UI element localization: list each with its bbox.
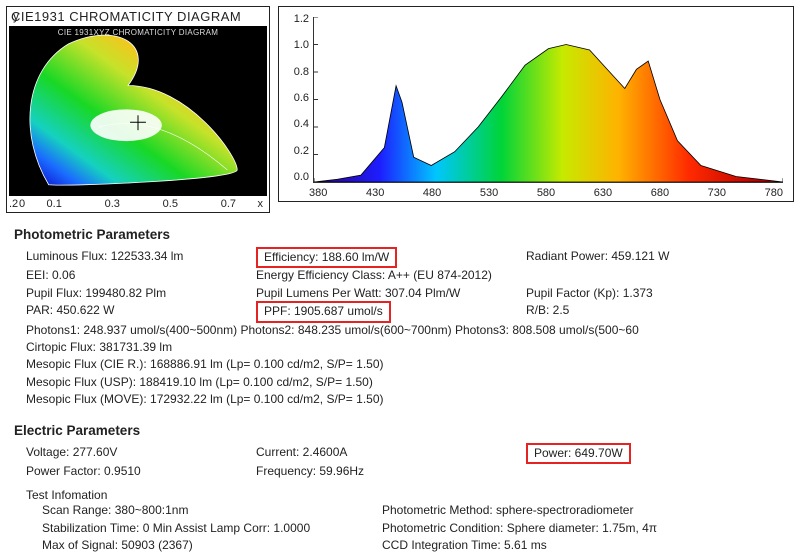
cie-title: CIE1931 CHROMATICITY DIAGRAM xyxy=(7,7,269,24)
cie-xtick: 0.5 xyxy=(163,198,178,210)
stabilization-time: Stabilization Time: 0 Min Assist Lamp Co… xyxy=(42,520,382,537)
luminous-flux: Luminous Flux: 122533.34 lm xyxy=(26,248,256,267)
spectrum-xtick: 780 xyxy=(765,187,783,199)
spectrum-xtick: 580 xyxy=(537,187,555,199)
spectrum-ytick: 0.0 xyxy=(281,171,309,183)
cie-y-label: y xyxy=(13,9,19,23)
cie-chromaticity-panel: y CIE1931 CHROMATICITY DIAGRAM .8 .6 .4 … xyxy=(6,6,270,213)
spectrum-ytick: 0.2 xyxy=(281,145,309,157)
max-signal: Max of Signal: 50903 (2367) xyxy=(42,537,382,554)
spectrum-y-axis: 1.2 1.0 0.8 0.6 0.4 0.2 0.0 xyxy=(281,13,309,183)
pupil-factor: Pupil Factor (Kp): 1.373 xyxy=(526,285,794,302)
spectrum-ytick: 1.2 xyxy=(281,13,309,25)
pupil-flux: Pupil Flux: 199480.82 Plm xyxy=(26,285,256,302)
r-b-ratio: R/B: 2.5 xyxy=(526,302,794,321)
top-row: y CIE1931 CHROMATICITY DIAGRAM .8 .6 .4 … xyxy=(6,6,794,213)
cie-white-locus xyxy=(90,109,161,141)
efficiency-highlight: Efficiency: 188.60 lm/W xyxy=(256,247,397,268)
voltage: Voltage: 277.60V xyxy=(26,444,256,463)
mesopic-move: Mesopic Flux (MOVE): 172932.22 lm (Lp= 0… xyxy=(26,391,794,408)
mesopic-usp: Mesopic Flux (USP): 188419.10 lm (Lp= 0.… xyxy=(26,374,794,391)
photometric-heading: Photometric Parameters xyxy=(14,227,794,242)
spectrum-xtick: 730 xyxy=(708,187,726,199)
electric-params: Voltage: 277.60V Current: 2.4600A Power:… xyxy=(26,444,794,481)
spectrum-fill xyxy=(314,17,783,182)
spectrum-xtick: 630 xyxy=(594,187,612,199)
cie-shape xyxy=(9,26,267,195)
par: PAR: 450.622 W xyxy=(26,302,256,321)
cie-ytick: .2 xyxy=(9,198,18,210)
current: Current: 2.4600A xyxy=(256,444,526,463)
spectrum-xtick: 530 xyxy=(480,187,498,199)
power-highlight: Power: 649.70W xyxy=(526,443,631,464)
spectrum-svg xyxy=(314,17,783,182)
ccd-integration: CCD Integration Time: 5.61 ms xyxy=(382,537,794,554)
cie-xtick: 0 xyxy=(19,198,25,210)
photons-line: Photons1: 248.937 umol/s(400~500nm) Phot… xyxy=(26,322,794,339)
pupil-per-watt: Pupil Lumens Per Watt: 307.04 Plm/W xyxy=(256,285,526,302)
cie-xtick: 0.3 xyxy=(105,198,120,210)
photometric-condition: Photometric Condition: Sphere diameter: … xyxy=(382,520,794,537)
cie-xtick: 0.7 xyxy=(221,198,236,210)
cie-x-label: x xyxy=(257,198,263,210)
ppf-highlight: PPF: 1905.687 umol/s xyxy=(256,301,391,322)
frequency: Frequency: 59.96Hz xyxy=(256,463,794,480)
spectrum-xtick: 680 xyxy=(651,187,669,199)
spectrum-xtick: 430 xyxy=(366,187,384,199)
cirtopic-flux: Cirtopic Flux: 381731.39 lm xyxy=(26,339,794,356)
scan-range: Scan Range: 380~800:1nm xyxy=(42,502,382,519)
spectrum-ytick: 0.4 xyxy=(281,118,309,130)
spectrum-ytick: 0.8 xyxy=(281,66,309,78)
cie-x-axis: 0 0.1 0.3 0.5 0.7 x xyxy=(7,198,269,212)
spectrum-xtick: 380 xyxy=(309,187,327,199)
spectrum-ytick: 1.0 xyxy=(281,39,309,51)
spectrum-x-axis: 380 430 480 530 580 630 680 730 780 xyxy=(309,187,783,199)
radiant-power: Radiant Power: 459.121 W xyxy=(526,248,794,267)
cie-plot-area: CIE 1931XYZ CHROMATICITY DIAGRAM xyxy=(9,26,267,196)
eei: EEI: 0.06 xyxy=(26,267,256,284)
photometric-method: Photometric Method: sphere-spectroradiom… xyxy=(382,502,794,519)
spectrum-ytick: 0.6 xyxy=(281,92,309,104)
power-factor: Power Factor: 0.9510 xyxy=(26,463,256,480)
cie-xtick: 0.1 xyxy=(47,198,62,210)
spectrum-plot-area xyxy=(313,17,783,183)
spectrum-xtick: 480 xyxy=(423,187,441,199)
mesopic-cie: Mesopic Flux (CIE R.): 168886.91 lm (Lp=… xyxy=(26,356,794,373)
electric-heading: Electric Parameters xyxy=(14,423,794,438)
photometric-params: Luminous Flux: 122533.34 lm Efficiency: … xyxy=(26,248,794,409)
ee-class: Energy Efficiency Class: A++ (EU 874-201… xyxy=(256,267,526,284)
test-heading: Test Infomation xyxy=(26,488,794,502)
spectrum-panel: 1.2 1.0 0.8 0.6 0.4 0.2 0.0 380 430 xyxy=(278,6,794,202)
test-info: Scan Range: 380~800:1nm Photometric Meth… xyxy=(42,502,794,554)
